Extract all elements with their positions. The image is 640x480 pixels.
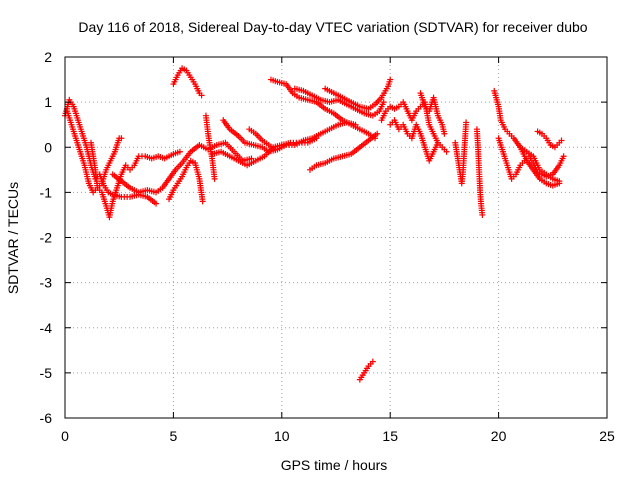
x-tick-label: 15: [382, 428, 398, 444]
data-point: [380, 99, 387, 106]
y-tick-label: 0: [44, 139, 52, 155]
data-point: [463, 119, 470, 126]
data-point: [118, 135, 125, 142]
series-t22: [517, 144, 563, 189]
series-t14: [246, 126, 279, 153]
series-t2: [64, 108, 183, 221]
series-t10: [267, 76, 379, 142]
series-t12: [322, 76, 394, 112]
data-point: [387, 76, 394, 83]
y-tick-label: -4: [40, 320, 53, 336]
y-tick-label: -1: [40, 184, 53, 200]
data-point: [272, 146, 279, 153]
data-point: [211, 175, 218, 182]
x-axis-label: GPS time / hours: [281, 457, 388, 473]
y-axis-label: SDTVAR / TECUs: [5, 182, 21, 294]
series-t6: [166, 157, 206, 205]
series-t23: [534, 128, 565, 151]
data-point: [374, 130, 381, 137]
x-tick-label: 25: [599, 428, 615, 444]
data-point: [560, 153, 567, 160]
x-tick-label: 0: [61, 428, 69, 444]
data-point: [441, 130, 448, 137]
chart-title: Day 116 of 2018, Sidereal Day-to-day VTE…: [78, 19, 587, 35]
series-t18: [452, 119, 470, 187]
series-t7: [202, 112, 218, 182]
series-t11: [291, 85, 387, 119]
data-point: [153, 200, 160, 207]
series-t13: [306, 130, 381, 173]
series-t15: [378, 99, 441, 146]
x-tick-label: 5: [170, 428, 178, 444]
x-tick-label: 10: [274, 428, 290, 444]
data-point: [176, 148, 183, 155]
y-tick-label: -5: [40, 365, 53, 381]
series-t17: [417, 90, 448, 137]
series-t3: [88, 135, 125, 191]
data-point: [556, 180, 563, 187]
series-t21: [495, 135, 567, 182]
series-t16: [387, 117, 450, 164]
series-t19: [473, 126, 486, 218]
axis-ticks: 0 5 10 15 20 25 -6 -5 -4 -3 -2 -1 0 1 2: [40, 49, 615, 444]
y-tick-label: -2: [40, 230, 53, 246]
series-t24: [356, 358, 376, 383]
data-points: [62, 65, 567, 383]
data-point: [558, 137, 565, 144]
grid-lines: [65, 57, 607, 418]
x-tick-label: 20: [491, 428, 507, 444]
data-point: [369, 358, 376, 365]
y-tick-label: -3: [40, 275, 53, 291]
y-tick-label: 1: [44, 94, 52, 110]
series-t8: [220, 117, 359, 155]
data-point: [198, 92, 205, 99]
series-t1: [62, 96, 160, 207]
data-point: [313, 135, 320, 142]
data-point: [479, 211, 486, 218]
data-point: [199, 198, 206, 205]
y-tick-label: 2: [44, 49, 52, 65]
y-tick-label: -6: [40, 410, 53, 426]
series-t5: [170, 65, 205, 99]
data-point: [443, 148, 450, 155]
